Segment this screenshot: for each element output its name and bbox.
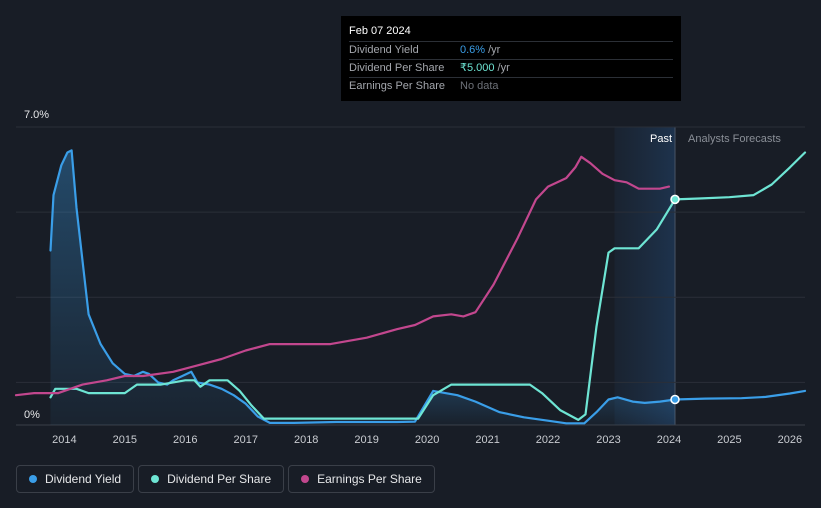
x-tick-label: 2023 — [596, 434, 620, 446]
legend-label: Earnings Per Share — [317, 472, 422, 486]
tooltip-unit: /yr — [488, 44, 501, 56]
tooltip-value: 0.6% — [460, 44, 486, 56]
x-tick-label: 2017 — [234, 434, 258, 446]
earnings-per-share-line — [14, 155, 671, 397]
x-tick-label: 2015 — [113, 434, 137, 446]
x-tick-label: 2024 — [657, 434, 681, 446]
legend-dot-icon — [29, 475, 37, 483]
x-tick-label: 2016 — [173, 434, 197, 446]
legend-label: Dividend Yield — [45, 472, 122, 486]
x-tick-label: 2014 — [52, 434, 76, 446]
legend-dot-icon — [151, 475, 160, 483]
tooltip-label: Dividend Per Share — [349, 62, 445, 74]
dividend-yield-area — [50, 150, 270, 425]
x-tick-label: 2018 — [294, 434, 318, 446]
tooltip-label: Earnings Per Share — [349, 80, 445, 92]
legend-item-dividend-per-share[interactable]: Dividend Per Share — [138, 465, 285, 493]
tooltip-label: Dividend Yield — [349, 44, 419, 56]
tooltip-value: No data — [460, 80, 499, 92]
legend-item-earnings-per-share[interactable]: Earnings Per Share — [288, 465, 435, 493]
y-axis-bottom-label: 0% — [24, 409, 40, 421]
dividend-yield-marker — [670, 394, 680, 405]
legend-dot-icon — [301, 475, 310, 483]
past-highlight-band — [614, 127, 676, 425]
tooltip-row-dividend-per-share: Dividend Per Share ₹5.000 /yr — [349, 60, 673, 78]
x-tick-label: 2025 — [717, 434, 741, 446]
x-tick-label: 2026 — [778, 434, 802, 446]
dividend-yield-line — [49, 149, 807, 425]
legend-item-dividend-yield[interactable]: Dividend Yield — [16, 465, 135, 493]
y-axis-top-label: 7.0% — [24, 109, 49, 121]
legend-label: Dividend Per Share — [167, 472, 272, 486]
x-tick-label: 2022 — [536, 434, 560, 446]
dividend-per-share-line — [49, 151, 807, 421]
past-label: Past — [650, 133, 672, 145]
x-tick-label: 2021 — [475, 434, 499, 446]
legend: Dividend Yield Dividend Per Share Earnin… — [16, 465, 435, 493]
x-tick-label: 2019 — [354, 434, 378, 446]
dividend-per-share-marker — [670, 194, 680, 205]
tooltip: Feb 07 2024 Dividend Yield 0.6% /yr Divi… — [341, 16, 681, 101]
tooltip-row-earnings-per-share: Earnings Per Share No data — [349, 78, 673, 95]
forecast-label: Analysts Forecasts — [688, 133, 781, 145]
tooltip-value: ₹5.000 — [460, 62, 495, 74]
x-tick-label: 2020 — [415, 434, 439, 446]
tooltip-row-dividend-yield: Dividend Yield 0.6% /yr — [349, 42, 673, 60]
tooltip-date: Feb 07 2024 — [349, 24, 673, 42]
tooltip-unit: /yr — [497, 62, 510, 74]
